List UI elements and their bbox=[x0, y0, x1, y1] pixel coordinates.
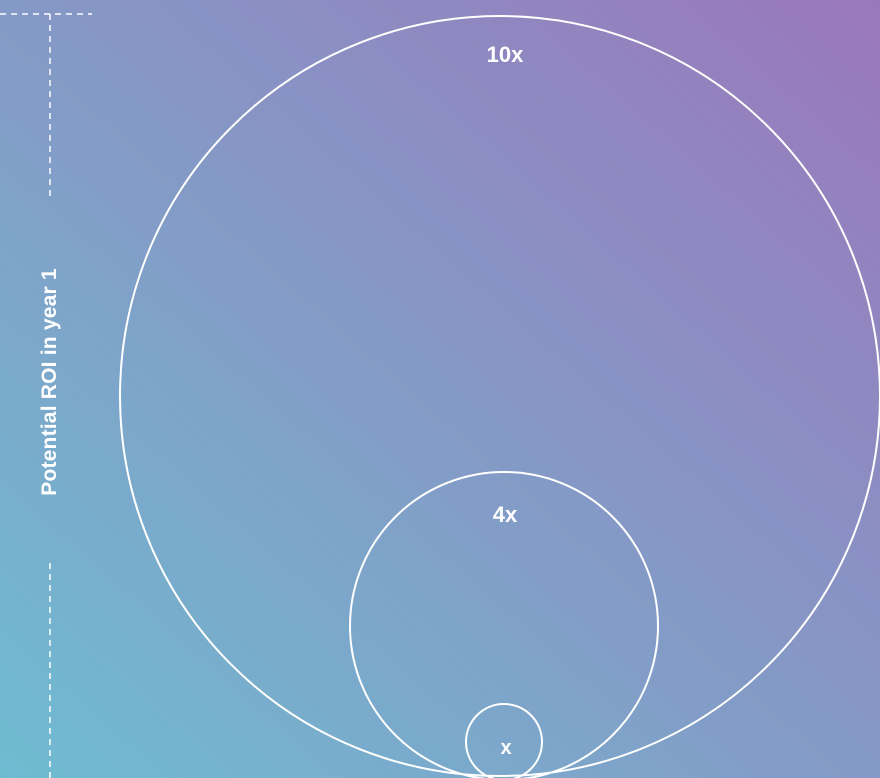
circle-x-label: x bbox=[500, 737, 511, 759]
circle-4x bbox=[349, 471, 659, 778]
circle-10x-label: 10x bbox=[487, 42, 524, 67]
circle-10x bbox=[119, 15, 880, 777]
axis-line bbox=[0, 13, 92, 778]
axis-label: Potential ROI in year 1 bbox=[38, 268, 61, 496]
circle-x bbox=[465, 703, 543, 778]
roi-circles bbox=[119, 15, 880, 778]
circle-4x-label: 4x bbox=[493, 502, 518, 527]
